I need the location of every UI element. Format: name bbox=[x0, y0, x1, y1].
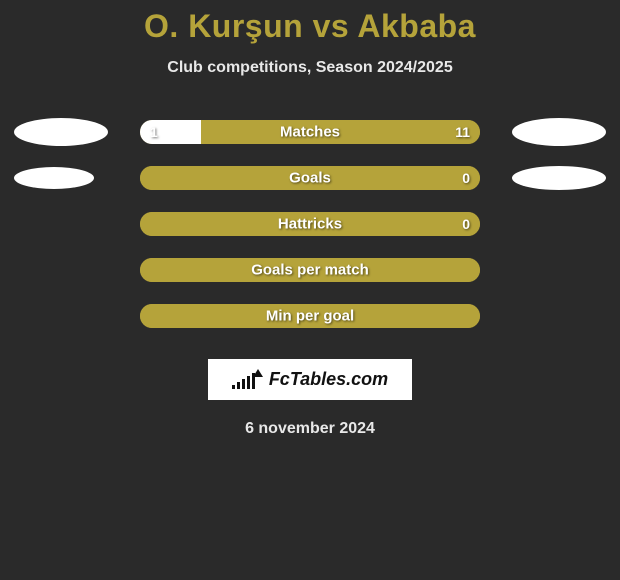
player-right-oval bbox=[512, 166, 606, 190]
comparison-card: O. Kurşun vs Akbaba Club competitions, S… bbox=[0, 0, 620, 438]
page-title: O. Kurşun vs Akbaba bbox=[0, 8, 620, 45]
stat-bar: Goals per match bbox=[140, 258, 480, 282]
stat-row: Hattricks0 bbox=[0, 211, 620, 237]
bar-right-fill bbox=[140, 166, 480, 190]
stat-bar: Min per goal bbox=[140, 304, 480, 328]
bar-right-fill bbox=[140, 304, 480, 328]
stats-area: Matches111 Goals0 Hattricks0 Goals per matc… bbox=[0, 119, 620, 329]
logo-bars-icon bbox=[232, 371, 263, 389]
subtitle: Club competitions, Season 2024/2025 bbox=[0, 59, 620, 77]
stat-row: Min per goal bbox=[0, 303, 620, 329]
stat-bar: Matches111 bbox=[140, 120, 480, 144]
player-left-oval bbox=[14, 167, 94, 189]
bar-right-fill bbox=[201, 120, 480, 144]
logo: FcTables.com bbox=[232, 369, 388, 390]
stat-row: Goals0 bbox=[0, 165, 620, 191]
player-right-oval bbox=[512, 118, 606, 146]
logo-box[interactable]: FcTables.com bbox=[208, 359, 412, 400]
bar-right-fill bbox=[140, 212, 480, 236]
stat-bar: Goals0 bbox=[140, 166, 480, 190]
date-label: 6 november 2024 bbox=[0, 420, 620, 438]
player-left-oval bbox=[14, 118, 108, 146]
bar-right-fill bbox=[140, 258, 480, 282]
stat-row: Goals per match bbox=[0, 257, 620, 283]
bar-left-fill bbox=[140, 120, 201, 144]
stat-row: Matches111 bbox=[0, 119, 620, 145]
logo-arrow-icon bbox=[253, 369, 263, 377]
logo-text: FcTables.com bbox=[269, 369, 388, 390]
stat-bar: Hattricks0 bbox=[140, 212, 480, 236]
